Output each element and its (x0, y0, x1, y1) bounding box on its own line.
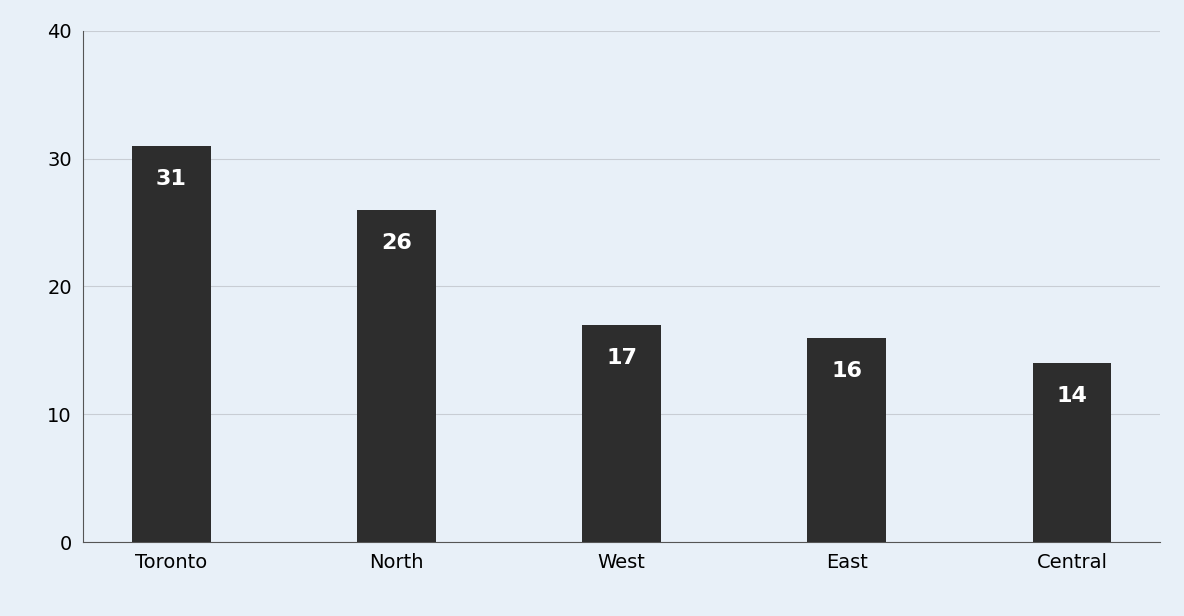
Text: 31: 31 (156, 169, 187, 189)
Bar (807, 338, 886, 542)
Bar (583, 325, 661, 542)
Text: 16: 16 (831, 360, 862, 381)
Text: 17: 17 (606, 348, 637, 368)
Text: 14: 14 (1056, 386, 1087, 406)
Bar (1032, 363, 1112, 542)
Bar (131, 146, 211, 542)
Bar (358, 209, 436, 542)
Text: 26: 26 (381, 233, 412, 253)
